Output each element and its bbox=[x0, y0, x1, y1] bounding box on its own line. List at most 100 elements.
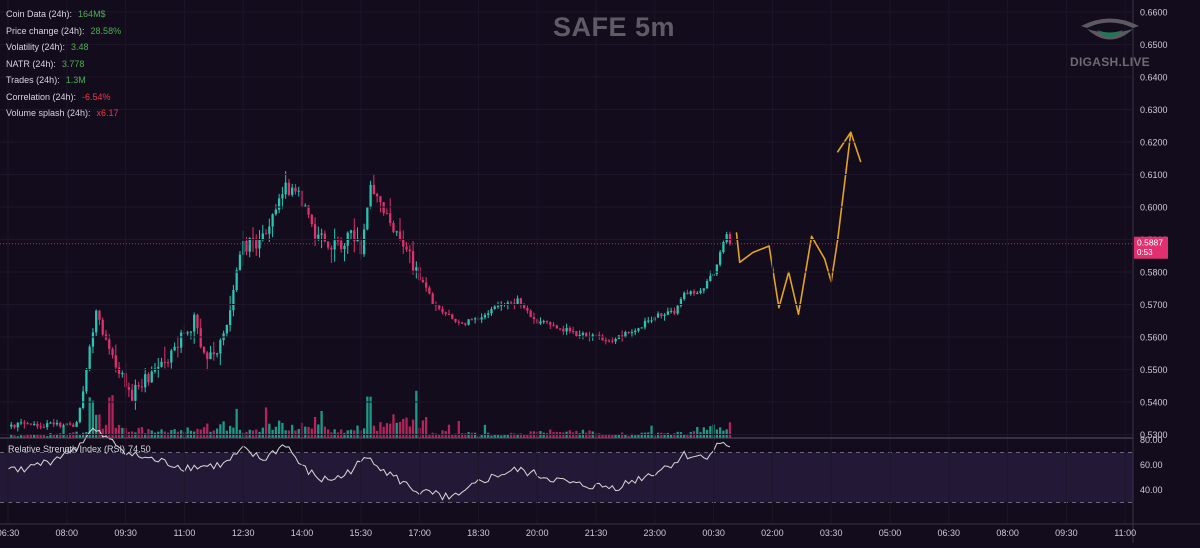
info-row: NATR (24h): 3.778 bbox=[6, 56, 236, 73]
candle-body bbox=[487, 313, 490, 315]
volume-bar bbox=[310, 428, 313, 438]
candle-body bbox=[91, 332, 95, 347]
rsi-tick-label: 60.00 bbox=[1140, 460, 1163, 470]
candle-body bbox=[640, 327, 643, 329]
candle-body bbox=[689, 291, 692, 295]
time-tick-label: 09:30 bbox=[114, 528, 137, 538]
volume-bar bbox=[611, 434, 614, 438]
volume-bar bbox=[637, 434, 640, 438]
chart-title: SAFE 5m bbox=[553, 12, 676, 42]
volume-bar bbox=[49, 432, 52, 438]
candle-body bbox=[10, 424, 13, 427]
volume-bar bbox=[490, 435, 493, 438]
volume-bar bbox=[349, 429, 353, 438]
candle-body bbox=[150, 371, 153, 383]
candle-body bbox=[460, 322, 464, 324]
volume-bar bbox=[483, 424, 487, 438]
candle-body bbox=[500, 304, 503, 307]
candle-body bbox=[274, 209, 278, 215]
candle-body bbox=[699, 290, 702, 293]
candle-body bbox=[137, 385, 140, 387]
time-tick-label: 03:30 bbox=[820, 528, 843, 538]
candle-body bbox=[163, 361, 166, 363]
candle-body bbox=[660, 313, 663, 316]
volume-bar bbox=[19, 435, 23, 438]
time-tick-label: 17:00 bbox=[408, 528, 431, 538]
volume-bar bbox=[255, 429, 258, 438]
volume-bar bbox=[313, 416, 317, 438]
volume-bar bbox=[709, 426, 712, 438]
volume-bar bbox=[271, 429, 274, 438]
candle-body bbox=[72, 424, 75, 427]
volume-bar bbox=[513, 433, 516, 438]
candle-body bbox=[643, 320, 647, 328]
candle-body bbox=[408, 249, 411, 252]
candle-body bbox=[470, 319, 474, 321]
candle-body bbox=[385, 213, 389, 215]
volume-bar bbox=[522, 434, 526, 438]
volume-bar bbox=[581, 429, 585, 438]
volume-bar bbox=[438, 434, 441, 438]
candle-body bbox=[121, 373, 124, 375]
candle-body bbox=[718, 252, 722, 265]
candle-body bbox=[513, 303, 516, 305]
projected-path bbox=[735, 131, 852, 316]
info-label: NATR (24h): bbox=[6, 58, 56, 69]
volume-bar bbox=[98, 414, 101, 438]
volume-bar bbox=[91, 400, 95, 438]
candle-body bbox=[317, 234, 320, 239]
candle-body bbox=[722, 242, 725, 253]
volume-bar bbox=[317, 424, 320, 438]
candle-body bbox=[493, 306, 496, 310]
candle-body bbox=[379, 196, 382, 203]
volume-bar bbox=[503, 433, 506, 438]
candle-body bbox=[140, 386, 144, 388]
volume-bar bbox=[705, 429, 709, 438]
candle-body bbox=[366, 206, 369, 230]
candle-body bbox=[398, 231, 402, 240]
volume-bar bbox=[464, 433, 467, 438]
candle-body bbox=[555, 325, 558, 329]
candle-body bbox=[496, 306, 500, 308]
volume-bar bbox=[545, 432, 549, 438]
candle-body bbox=[340, 240, 343, 250]
price-tick-label: 0.6600 bbox=[1140, 8, 1168, 18]
price-tick-label: 0.6300 bbox=[1140, 105, 1168, 115]
volume-bar bbox=[72, 432, 75, 438]
candle-body bbox=[715, 264, 719, 275]
volume-bar bbox=[291, 424, 294, 438]
volume-bar bbox=[219, 424, 222, 438]
annotation-layer bbox=[735, 131, 862, 316]
candle-body bbox=[552, 324, 555, 326]
volume-bar bbox=[166, 432, 170, 438]
volume-bar bbox=[372, 425, 376, 438]
candle-body bbox=[127, 387, 131, 390]
candle-body bbox=[650, 320, 653, 322]
volume-bar bbox=[562, 432, 565, 438]
volume-bar bbox=[487, 432, 490, 438]
volume-bar bbox=[571, 432, 575, 438]
candle-body bbox=[108, 339, 111, 349]
candle-body bbox=[611, 340, 614, 342]
volume-bar bbox=[196, 428, 199, 438]
candle-body bbox=[304, 205, 307, 208]
volume-bar bbox=[470, 432, 474, 438]
candle-body bbox=[431, 293, 434, 305]
candle-body bbox=[656, 313, 660, 318]
info-label: Volume splash (24h): bbox=[6, 108, 91, 118]
volume-bar bbox=[336, 432, 340, 438]
info-value: 1.3M bbox=[65, 75, 86, 85]
candle-body bbox=[362, 229, 366, 255]
candle-body bbox=[245, 241, 248, 252]
time-tick-label: 02:00 bbox=[761, 528, 784, 538]
candle-body bbox=[49, 422, 52, 424]
candle-body bbox=[634, 330, 637, 333]
candle-body bbox=[571, 331, 575, 333]
price-tick-label: 0.5400 bbox=[1140, 398, 1168, 408]
info-row: Volume splash (24h): x6.17 bbox=[6, 105, 236, 122]
volume-bar bbox=[382, 426, 385, 438]
volume-bar bbox=[117, 424, 121, 438]
candle-body bbox=[647, 320, 650, 322]
